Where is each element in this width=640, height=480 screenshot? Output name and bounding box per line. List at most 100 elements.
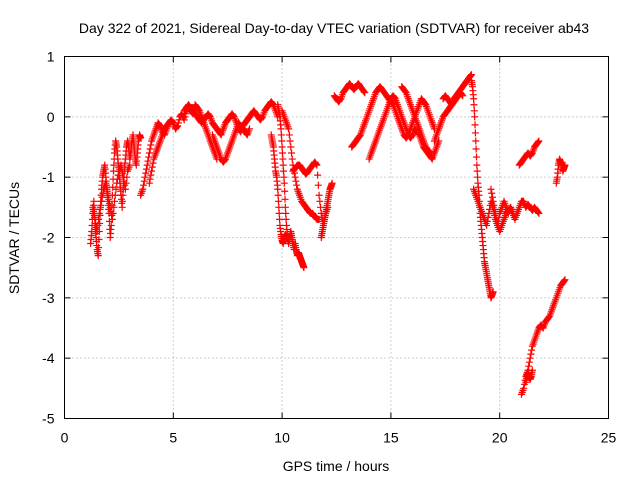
data-point — [142, 165, 150, 173]
data-point — [528, 366, 536, 374]
series-arc11 — [317, 179, 336, 241]
data-point — [109, 209, 117, 217]
data-point — [493, 217, 501, 225]
data-point — [245, 125, 253, 133]
grid-layer — [64, 56, 609, 419]
data-point — [489, 288, 497, 296]
data-point — [119, 191, 127, 199]
data-point — [280, 179, 288, 187]
y-tick-label: -3 — [42, 290, 55, 306]
data-point — [467, 72, 475, 80]
data-point — [473, 161, 481, 169]
data-point — [113, 179, 121, 187]
data-point — [287, 143, 295, 151]
data-point — [288, 155, 296, 163]
data-point — [112, 185, 120, 193]
series-arc17 — [439, 89, 467, 109]
data-point — [95, 236, 103, 244]
plot-frame — [64, 56, 609, 419]
data-point — [165, 119, 173, 127]
data-point — [472, 137, 480, 145]
x-tick-label: 10 — [274, 430, 290, 446]
data-point — [117, 161, 125, 169]
data-point — [94, 221, 102, 229]
data-point — [90, 207, 98, 215]
series-arc16 — [430, 71, 475, 145]
data-point — [275, 203, 283, 211]
data-point — [281, 195, 289, 203]
data-point — [146, 175, 154, 183]
data-point — [561, 161, 569, 169]
data-point — [93, 227, 101, 235]
x-tick-label: 15 — [383, 430, 399, 446]
data-point — [279, 161, 287, 169]
data-point — [105, 195, 113, 203]
data-point — [360, 88, 368, 96]
x-tick-label: 20 — [492, 430, 508, 446]
data-point — [470, 95, 478, 103]
data-point — [104, 191, 112, 199]
data-point — [317, 203, 325, 211]
data-point — [119, 197, 127, 205]
data-point — [356, 132, 364, 140]
data-point — [145, 149, 153, 157]
data-point — [484, 213, 492, 221]
data-point — [269, 100, 277, 108]
data-point — [520, 384, 528, 392]
data-point — [111, 197, 119, 205]
series-arc12 — [330, 80, 369, 106]
data-point — [314, 181, 322, 189]
data-point — [173, 123, 181, 131]
data-point — [113, 175, 121, 183]
data-point — [509, 209, 517, 217]
data-point — [471, 113, 479, 121]
data-point — [472, 145, 480, 153]
data-point — [314, 171, 322, 179]
data-point — [121, 185, 129, 193]
data-point — [292, 177, 300, 185]
data-point — [89, 203, 97, 211]
y-tick-labels: 1 0 -1 -2 -3 -4 -5 — [42, 49, 55, 427]
series-arc20 — [487, 185, 517, 235]
series-arc4 — [145, 119, 173, 187]
data-point — [144, 157, 152, 165]
series-arc23 — [522, 366, 536, 386]
data-point — [401, 88, 409, 96]
data-point — [471, 121, 479, 129]
data-point — [291, 173, 299, 181]
data-point — [90, 197, 98, 205]
data-point — [102, 179, 110, 187]
data-point — [458, 91, 466, 99]
data-point — [94, 252, 102, 260]
data-point — [336, 96, 344, 104]
data-point — [141, 173, 149, 181]
data-point — [277, 131, 285, 139]
data-point — [156, 121, 164, 129]
data-point — [426, 149, 434, 157]
y-tick-label: -5 — [42, 411, 55, 427]
y-tick-label: -1 — [42, 169, 55, 185]
data-point — [470, 101, 478, 109]
series-arc5 — [180, 98, 282, 139]
data-point — [169, 118, 177, 126]
data-point — [139, 185, 147, 193]
data-point — [534, 138, 542, 146]
data-point — [95, 244, 103, 252]
data-point — [485, 209, 493, 217]
data-point — [98, 193, 106, 201]
data-point — [230, 112, 238, 120]
data-point — [293, 181, 301, 189]
data-point — [111, 191, 119, 199]
data-point — [107, 221, 115, 229]
data-point — [275, 209, 283, 217]
data-point — [459, 92, 467, 100]
data-point — [483, 221, 491, 229]
data-point — [122, 179, 130, 187]
data-point — [483, 217, 491, 225]
data-point — [278, 149, 286, 157]
data-point — [174, 122, 182, 130]
data-point — [143, 161, 151, 169]
data-point — [95, 215, 103, 223]
series-arc2 — [89, 161, 134, 235]
